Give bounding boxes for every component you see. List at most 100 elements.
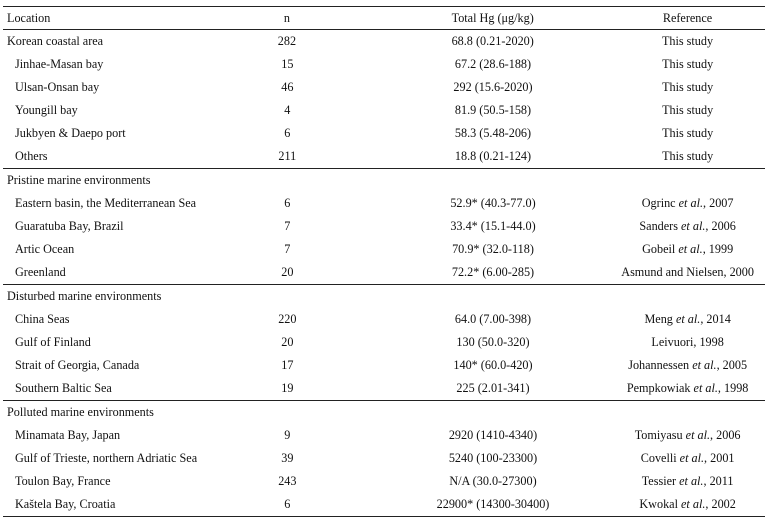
total-hg-cell: 2920 (1410-4340) <box>448 428 538 442</box>
reference-cell: This study <box>610 34 765 49</box>
table-row: China Seas 220 64.0 (7.00-398) Meng et al.,… <box>3 308 765 331</box>
location-cell: Kaštela Bay, Croatia <box>15 497 116 511</box>
reference-cell: Tomiyasu et al., 2006 <box>610 428 765 443</box>
reference-author: Asmund and Nielsen, 2000 <box>621 265 754 279</box>
table-row: Artic Ocean 7 70.9* (32.0-118) Gobeil et al… <box>3 238 765 261</box>
reference-et-al: et al. <box>693 381 718 395</box>
table-row: Strait of Georgia, Canada 17 140* (60.0-42… <box>3 354 765 377</box>
reference-et-al: et al. <box>675 312 701 326</box>
total-hg-cell: N/A (30.0-27300) <box>449 474 537 488</box>
table-row: Eastern basin, the Mediterranean Sea 6 52.… <box>3 192 765 215</box>
total-hg-cell: 225 (2.01-341) <box>456 381 530 395</box>
reference-et-al: et al. <box>685 428 711 442</box>
section-rule <box>3 168 765 169</box>
reference-cell: This study <box>610 149 765 164</box>
table-row: Guaratuba Bay, Brazil 7 33.4* (15.1-44.0) S… <box>3 215 765 238</box>
n-cell: 4 <box>284 103 291 117</box>
reference-year: , 2001 <box>704 451 735 465</box>
n-cell: 211 <box>278 149 297 163</box>
table-row: Ulsan-Onsan bay 46 292 (15.6-2020) This stu… <box>3 76 765 99</box>
reference-cell: Pempkowiak et al., 1998 <box>610 381 765 396</box>
reference-author: Pempkowiak <box>626 381 694 395</box>
reference-year: , 1998 <box>717 381 749 395</box>
table-row: Kaštela Bay, Croatia 6 22900* (14300-30400… <box>3 493 765 516</box>
reference-year: , 2014 <box>700 312 731 326</box>
location-cell: Strait of Georgia, Canada <box>15 358 140 372</box>
table-body: Korean coastal area 282 68.8 (0.21-2020) Th… <box>3 30 765 516</box>
total-hg-cell: 72.2* (6.00-285) <box>451 265 535 279</box>
total-hg-cell: 292 (15.6-2020) <box>453 80 533 94</box>
location-cell: Greenland <box>15 265 66 279</box>
table-row: Southern Baltic Sea 19 225 (2.01-341) Pempk… <box>3 377 765 400</box>
header-row: Location n Total Hg (μg/kg) Reference <box>3 7 765 29</box>
reference-cell: Meng et al., 2014 <box>610 312 765 327</box>
total-hg-cell: 18.8 (0.21-124) <box>454 149 532 163</box>
reference-cell: Covelli et al., 2001 <box>610 451 765 466</box>
table-row: Korean coastal area 282 68.8 (0.21-2020) Th… <box>3 30 765 53</box>
reference-author: This study <box>662 149 714 163</box>
reference-year: , 2002 <box>705 497 736 511</box>
reference-year: , 2006 <box>705 219 736 233</box>
reference-author: Tomiyasu <box>634 428 686 442</box>
location-cell: Toulon Bay, France <box>15 474 111 488</box>
section-title: Pristine marine environments <box>7 173 151 187</box>
location-cell: Artic Ocean <box>15 242 75 256</box>
reference-year: , 2007 <box>703 196 734 210</box>
n-cell: 282 <box>277 34 297 48</box>
n-cell: 6 <box>284 196 291 210</box>
table-row: Jinhae-Masan bay 15 67.2 (28.6-188) This st… <box>3 53 765 76</box>
reference-author: This study <box>661 34 714 48</box>
reference-year: , 2011 <box>703 474 734 488</box>
reference-cell: This study <box>610 57 765 72</box>
reference-cell: Kwokal et al., 2002 <box>610 497 765 512</box>
total-hg-cell: 67.2 (28.6-188) <box>454 57 532 71</box>
reference-author: Leivuori, 1998 <box>651 335 724 349</box>
section-rule <box>3 400 765 401</box>
mercury-comparison-table: Location n Total Hg (μg/kg) Reference Ko… <box>3 6 765 517</box>
n-cell: 6 <box>284 497 291 511</box>
total-hg-cell: 58.3 (5.48-206) <box>454 126 532 140</box>
table-row: Others 211 18.8 (0.21-124) This study <box>3 145 765 168</box>
header-total-hg: Total Hg (μg/kg) <box>451 10 534 25</box>
location-cell: Eastern basin, the Mediterranean Sea <box>15 196 197 210</box>
reference-cell: This study <box>610 126 765 141</box>
reference-cell: Tessier et al., 2011 <box>610 474 765 489</box>
reference-et-al: et al. <box>681 219 706 233</box>
total-hg-cell: 64.0 (7.00-398) <box>454 312 532 326</box>
reference-cell: Ogrinc et al., 2007 <box>610 196 765 211</box>
total-hg-cell: 33.4* (15.1-44.0) <box>450 219 536 233</box>
reference-year: , 2005 <box>716 358 748 372</box>
section-heading: Pristine marine environments <box>3 169 765 192</box>
reference-author: Covelli <box>640 451 680 465</box>
table-row: Youngill bay 4 81.9 (50.5-158) This study <box>3 99 765 122</box>
reference-author: This study <box>662 126 714 140</box>
reference-author: This study <box>662 103 714 117</box>
location-cell: China Seas <box>15 312 70 326</box>
n-cell: 6 <box>284 126 291 140</box>
table-row: Greenland 20 72.2* (6.00-285) Asmund and Ni… <box>3 261 765 284</box>
reference-author: Johannessen <box>628 358 693 372</box>
section-heading: Polluted marine environments <box>3 401 765 424</box>
reference-cell: Sanders et al., 2006 <box>610 219 765 234</box>
reference-year: , 2006 <box>710 428 741 442</box>
n-cell: 46 <box>281 80 294 94</box>
table-row: Toulon Bay, France 243 N/A (30.0-27300) Tes… <box>3 470 765 493</box>
reference-author: Ogrinc <box>641 196 679 210</box>
reference-cell: Asmund and Nielsen, 2000 <box>610 265 765 280</box>
reference-author: This study <box>662 57 714 71</box>
total-hg-cell: 68.8 (0.21-2020) <box>451 34 534 48</box>
n-cell: 7 <box>284 242 291 256</box>
reference-author: Tessier <box>641 474 680 488</box>
n-cell: 20 <box>281 335 294 349</box>
reference-cell: This study <box>610 80 765 95</box>
table-row: Gulf of Trieste, northern Adriatic Sea 39… <box>3 447 765 470</box>
section-title: Disturbed marine environments <box>7 289 162 303</box>
location-cell: Minamata Bay, Japan <box>15 428 121 442</box>
location-cell: Ulsan-Onsan bay <box>15 80 100 94</box>
reference-et-al: et al. <box>681 497 706 511</box>
location-cell: Jinhae-Masan bay <box>15 57 104 71</box>
n-cell: 20 <box>281 265 294 279</box>
n-cell: 19 <box>281 381 294 395</box>
reference-author: This study <box>662 80 714 94</box>
reference-author: Kwokal <box>639 497 682 511</box>
